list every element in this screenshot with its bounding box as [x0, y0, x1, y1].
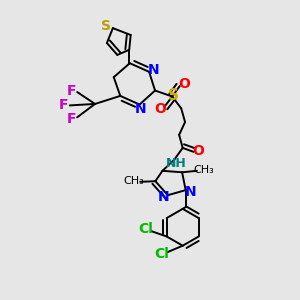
Text: CH₃: CH₃	[123, 176, 144, 186]
Text: Cl: Cl	[139, 222, 153, 236]
Text: NH: NH	[166, 157, 186, 169]
Text: O: O	[154, 102, 166, 116]
Text: O: O	[192, 144, 204, 158]
Text: N: N	[184, 185, 196, 199]
Text: F: F	[67, 112, 76, 126]
Text: S: S	[101, 19, 111, 33]
Text: Cl: Cl	[154, 247, 169, 261]
Text: N: N	[148, 63, 160, 77]
Text: CH₃: CH₃	[193, 165, 214, 175]
Text: F: F	[67, 84, 76, 98]
Text: O: O	[178, 77, 190, 91]
Text: S: S	[167, 88, 178, 104]
Text: F: F	[59, 98, 69, 112]
Text: N: N	[135, 102, 146, 116]
Text: N: N	[158, 190, 169, 204]
